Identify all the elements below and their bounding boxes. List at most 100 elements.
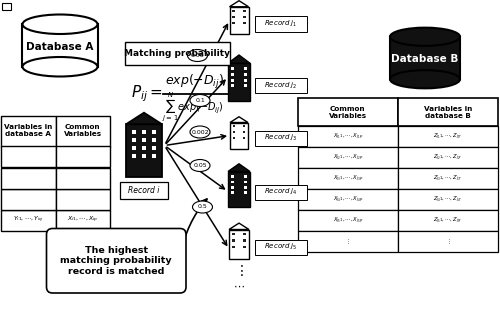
- Bar: [298, 147, 398, 168]
- Text: Variables in
database A: Variables in database A: [4, 124, 52, 138]
- FancyBboxPatch shape: [126, 42, 230, 65]
- Bar: [132, 146, 136, 150]
- Text: $X_{j_51},\cdots,X_{j_5p}$: $X_{j_51},\cdots,X_{j_5p}$: [332, 215, 363, 225]
- Bar: [298, 99, 398, 126]
- Bar: [233, 131, 235, 133]
- Bar: [243, 131, 245, 133]
- FancyBboxPatch shape: [255, 184, 307, 200]
- Text: $P_{ij}=$: $P_{ij}=$: [131, 84, 162, 104]
- Ellipse shape: [192, 201, 212, 213]
- Bar: [2, 3, 11, 10]
- Text: Common
Variables: Common Variables: [64, 124, 102, 138]
- Bar: [126, 124, 162, 177]
- Polygon shape: [230, 117, 248, 122]
- Bar: [132, 154, 136, 158]
- FancyBboxPatch shape: [120, 182, 168, 199]
- Ellipse shape: [22, 15, 98, 34]
- Bar: [228, 63, 250, 101]
- Text: Common
Variables: Common Variables: [328, 106, 367, 119]
- Bar: [233, 125, 235, 128]
- Bar: [1, 189, 56, 210]
- Bar: [244, 246, 246, 248]
- Bar: [398, 231, 498, 252]
- Bar: [244, 73, 246, 76]
- Bar: [244, 78, 246, 82]
- Polygon shape: [228, 164, 250, 172]
- Bar: [244, 68, 246, 70]
- Bar: [1, 210, 56, 231]
- Bar: [398, 147, 498, 168]
- Bar: [298, 231, 398, 252]
- Bar: [233, 137, 235, 139]
- Bar: [142, 146, 146, 150]
- Text: $\cdots$: $\cdots$: [233, 280, 245, 290]
- Bar: [232, 16, 235, 18]
- Bar: [298, 210, 398, 231]
- Text: $X_{j_31},\cdots,X_{j_3p}$: $X_{j_31},\cdots,X_{j_3p}$: [332, 173, 363, 183]
- FancyBboxPatch shape: [255, 130, 307, 146]
- Ellipse shape: [390, 70, 460, 89]
- Bar: [244, 186, 246, 189]
- FancyBboxPatch shape: [46, 228, 186, 293]
- Bar: [142, 138, 146, 142]
- Bar: [398, 168, 498, 189]
- Bar: [232, 84, 234, 87]
- Bar: [56, 168, 110, 189]
- Bar: [22, 24, 98, 67]
- Ellipse shape: [188, 49, 208, 61]
- Bar: [230, 122, 248, 149]
- Text: $Z_{j_51},\cdots,Z_{j_5r}$: $Z_{j_51},\cdots,Z_{j_5r}$: [434, 215, 463, 225]
- Text: Matching probability: Matching probability: [124, 49, 230, 58]
- Bar: [56, 147, 110, 168]
- FancyBboxPatch shape: [255, 16, 307, 32]
- Bar: [232, 22, 235, 24]
- Polygon shape: [229, 223, 249, 230]
- Bar: [232, 73, 234, 76]
- Bar: [232, 191, 234, 194]
- Text: $Z_{j_41},\cdots,Z_{j_4r}$: $Z_{j_41},\cdots,Z_{j_4r}$: [434, 194, 463, 204]
- Bar: [56, 210, 110, 231]
- Text: $Z_{j_31},\cdots,Z_{j_3r}$: $Z_{j_31},\cdots,Z_{j_3r}$: [434, 173, 463, 183]
- Bar: [1, 116, 56, 147]
- Bar: [398, 189, 498, 210]
- Text: Record $j_4$: Record $j_4$: [264, 187, 298, 197]
- Bar: [298, 126, 398, 147]
- Bar: [398, 126, 498, 147]
- Bar: [232, 181, 234, 183]
- Bar: [390, 37, 460, 79]
- Text: Record i: Record i: [128, 186, 160, 195]
- Bar: [243, 16, 246, 18]
- Bar: [243, 22, 246, 24]
- Text: 0.06: 0.06: [190, 53, 204, 58]
- Bar: [228, 172, 250, 206]
- Bar: [244, 175, 246, 178]
- Bar: [243, 10, 246, 12]
- Bar: [152, 130, 156, 134]
- FancyBboxPatch shape: [255, 78, 307, 93]
- Text: $\vdots$: $\vdots$: [346, 237, 350, 246]
- Text: $exp(-D_{ij})$: $exp(-D_{ij})$: [166, 73, 224, 91]
- Bar: [232, 239, 234, 242]
- Bar: [230, 7, 248, 34]
- Ellipse shape: [190, 126, 210, 138]
- Text: $Z_{j_21},\cdots,Z_{j_2r}$: $Z_{j_21},\cdots,Z_{j_2r}$: [434, 152, 463, 162]
- Bar: [232, 246, 234, 248]
- Text: $X_{j_41},\cdots,X_{j_4p}$: $X_{j_41},\cdots,X_{j_4p}$: [332, 194, 363, 204]
- Bar: [244, 84, 246, 87]
- Bar: [398, 210, 498, 231]
- Bar: [152, 138, 156, 142]
- Bar: [152, 146, 156, 150]
- Bar: [229, 230, 249, 258]
- Text: Record $j_2$: Record $j_2$: [264, 80, 298, 90]
- Text: $Z_{j_11},\cdots,Z_{j_1r}$: $Z_{j_11},\cdots,Z_{j_1r}$: [434, 131, 463, 141]
- Text: $\vdots$: $\vdots$: [446, 237, 450, 246]
- Ellipse shape: [390, 28, 460, 46]
- Text: Variables in
database B: Variables in database B: [424, 106, 472, 119]
- Text: 0.5: 0.5: [198, 204, 207, 210]
- Bar: [244, 181, 246, 183]
- Polygon shape: [126, 113, 162, 124]
- Bar: [142, 154, 146, 158]
- Bar: [1, 168, 56, 189]
- Ellipse shape: [190, 95, 210, 107]
- Text: $\sum_{j=1}^{N}exp(-D_{ij})$: $\sum_{j=1}^{N}exp(-D_{ij})$: [162, 90, 224, 124]
